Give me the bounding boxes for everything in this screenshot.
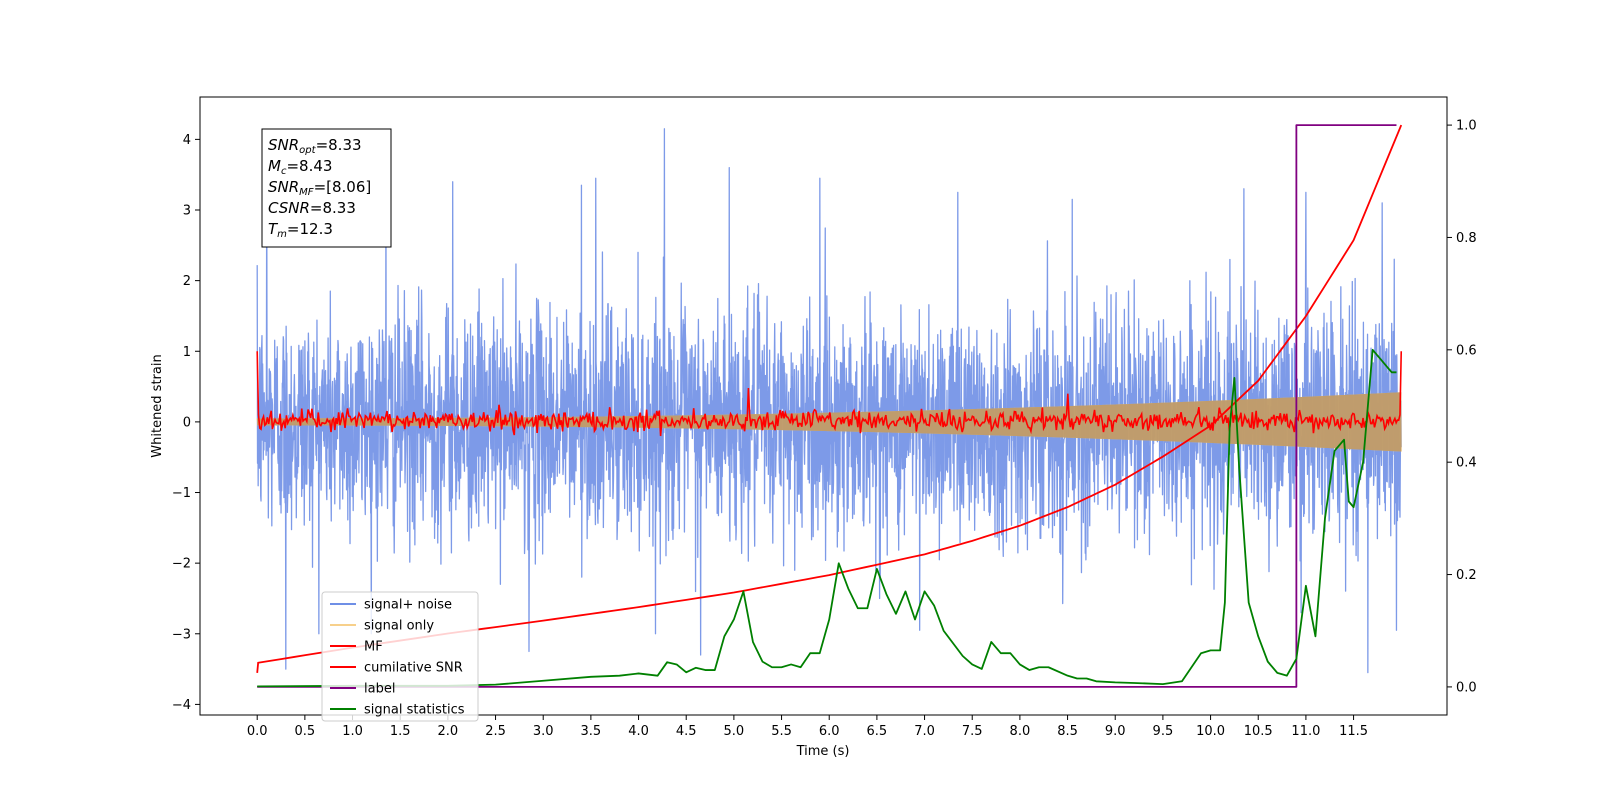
x-axis: 0.0 0.5 1.0 1.5 2.0 2.5 3.0 3.5 4.0 4.5 5.0 5.5 6.0 6… [247,715,1368,739]
x-tick-label: 6.0 [819,724,840,739]
y-axis-left: 4 3 2 1 0 −1 −2 −3 −4 [172,133,200,713]
series-mf [256,351,1403,437]
legend-label: signal only [364,619,434,634]
x-tick-label: 11.0 [1291,724,1320,739]
plot-frame [199,96,1448,716]
y-right-tick-label: 1.0 [1456,119,1477,134]
y-left-tick-label: −3 [172,627,191,642]
y-left-tick-label: 1 [183,345,191,360]
annotation-line: Mc=8.43 [268,157,332,177]
y-axis-left-title: Whitened strain [150,354,165,457]
x-tick-label: 1.5 [390,724,411,739]
annotation-frame [261,128,392,248]
plot-area [256,124,1403,688]
y-axis-right: 1.0 0.8 0.6 0.4 0.2 0.0 [1447,119,1477,695]
y-left-tick-label: −4 [172,698,191,713]
y-left-tick-label: 4 [183,133,191,148]
x-tick-label: 7.5 [962,724,983,739]
y-right-tick-label: 0.8 [1456,231,1477,246]
y-right-tick-label: 0.4 [1456,456,1477,471]
x-tick-label: 6.5 [867,724,888,739]
series-signal-noise [256,128,1402,674]
y-left-tick-label: 0 [183,415,191,430]
legend-label: signal+ noise [364,598,452,613]
annotation-line: Tm=12.3 [268,220,333,240]
x-tick-label: 11.5 [1339,724,1368,739]
x-tick-label: 10.0 [1196,724,1225,739]
x-tick-label: 9.0 [1105,724,1126,739]
x-tick-label: 2.5 [485,724,506,739]
y-right-tick-label: 0.2 [1456,568,1477,583]
x-tick-label: 1.0 [342,724,363,739]
legend: signal+ noise signal only MF cumilative SNR… [321,591,479,722]
y-left-tick-label: −1 [172,486,191,501]
legend-label: signal statistics [364,703,465,718]
y-left-tick-label: 2 [183,274,191,289]
x-tick-label: 3.5 [581,724,602,739]
y-left-tick-label: 3 [183,204,191,219]
x-tick-label: 5.5 [771,724,792,739]
x-tick-label: 8.5 [1057,724,1078,739]
series-signal-only-envelope [257,392,1402,452]
x-tick-label: 2.0 [438,724,459,739]
y-right-tick-label: 0.0 [1456,680,1477,695]
annotation-line: CSNR=8.33 [268,199,356,217]
x-tick-label: 5.0 [724,724,745,739]
x-tick-label: 9.5 [1153,724,1174,739]
legend-label: MF [364,640,383,655]
x-tick-label: 8.0 [1010,724,1031,739]
legend-label: label [364,682,395,697]
annotation-line: SNRMF=[8.06] [268,178,371,198]
annotation-line: SNRopt=8.33 [268,136,362,156]
legend-label: cumilative SNR [364,661,463,676]
y-right-tick-label: 0.6 [1456,343,1477,358]
x-tick-label: 0.0 [247,724,268,739]
y-left-tick-label: −2 [172,557,191,572]
x-tick-label: 10.5 [1244,724,1273,739]
x-tick-label: 3.0 [533,724,554,739]
series-signal-statistics [257,348,1397,688]
x-axis-title: Time (s) [796,744,850,759]
x-tick-label: 4.0 [628,724,649,739]
legend-frame [321,591,479,722]
x-tick-label: 0.5 [295,724,316,739]
x-tick-label: 7.0 [914,724,935,739]
x-tick-label: 4.5 [676,724,697,739]
series-label [257,124,1397,688]
